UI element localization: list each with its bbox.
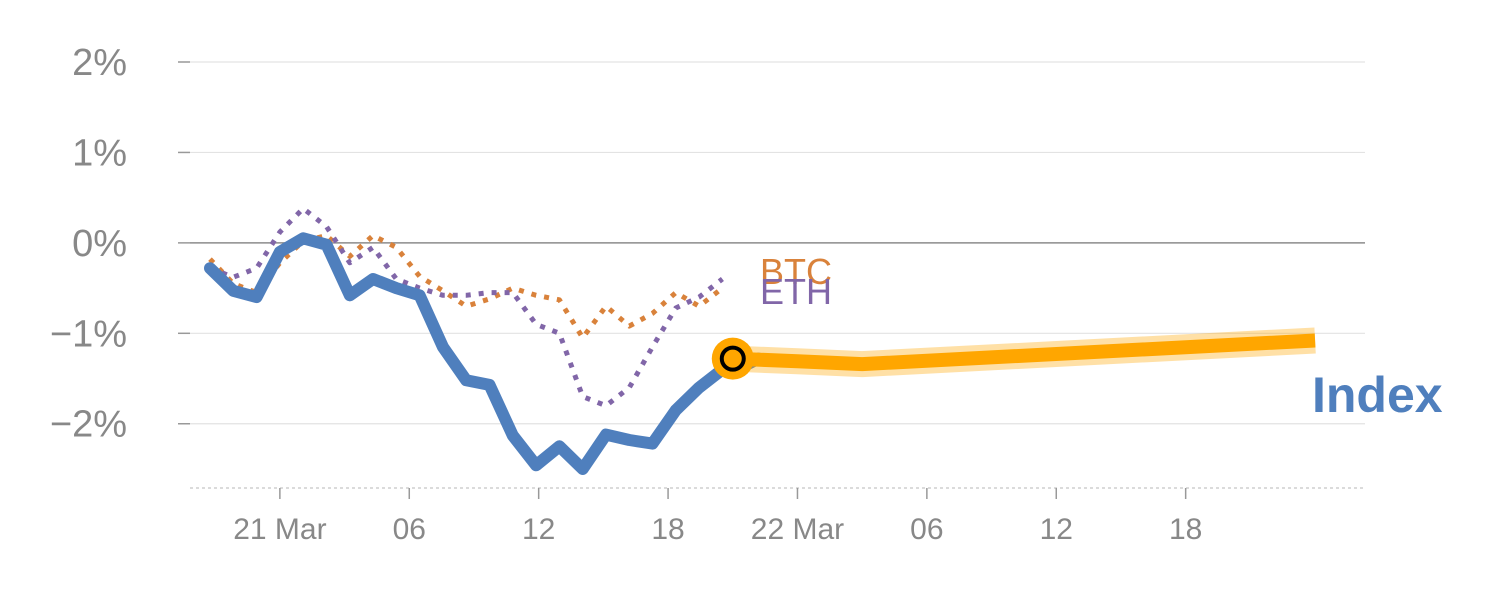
x-tick-label: 21 Mar <box>233 513 326 546</box>
y-tick-label: −1% <box>50 313 127 355</box>
forecast-line <box>732 327 1316 378</box>
x-tick-label: 18 <box>651 513 684 546</box>
x-tick-label: 18 <box>1169 513 1202 546</box>
x-tick-label: 06 <box>910 513 943 546</box>
x-tick-label: 12 <box>522 513 555 546</box>
y-tick-label: 2% <box>72 42 127 84</box>
y-tick-label: 1% <box>72 132 127 174</box>
series-labels: BTC ETH Index <box>760 251 1443 423</box>
index-label: Index <box>1312 367 1443 423</box>
series-lines <box>204 206 765 475</box>
x-axis: 21 Mar 06 12 18 22 Mar 06 12 18 <box>190 487 1365 546</box>
x-tick-label: 22 Mar <box>751 513 844 546</box>
series-line-eth <box>209 206 724 409</box>
forecast-line <box>732 333 1316 372</box>
btc-label: BTC <box>760 251 832 292</box>
eth-label: ETH <box>760 271 832 312</box>
y-tick-label: 0% <box>72 223 127 265</box>
gridlines <box>190 61 1365 425</box>
current-value-marker <box>711 337 754 380</box>
x-tick-label: 12 <box>1040 513 1073 546</box>
series-line-index <box>204 232 765 475</box>
marker-ring <box>719 345 746 372</box>
y-axis: 2% 1% 0% −1% −2% <box>50 42 190 446</box>
y-tick-label: −2% <box>50 404 127 446</box>
x-tick-label: 06 <box>393 513 426 546</box>
